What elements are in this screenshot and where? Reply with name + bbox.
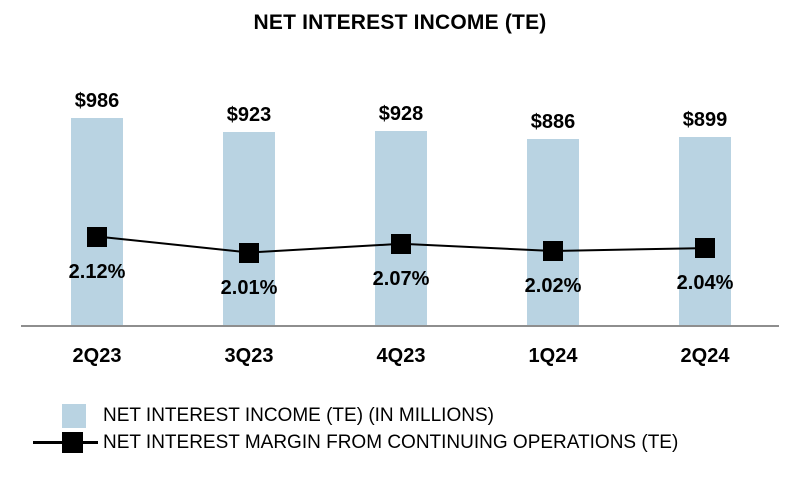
bar-value-label: $899 [682,108,728,131]
bar-value-label: $928 [378,102,424,125]
bar-value-label: $923 [226,103,272,126]
margin-value-label: 2.02% [524,275,582,298]
bar-value-label: $986 [74,90,120,113]
line-marker [543,241,563,262]
x-axis-label-2q24: 2Q24 [680,345,730,367]
bar-value-label: $886 [530,111,576,134]
legend-bar-swatch-icon [33,404,103,428]
margin-value-label: 2.04% [676,272,734,295]
x-axis-line [21,325,779,327]
square-marker-icon [62,432,83,453]
legend-label-bar-series: NET INTEREST INCOME (TE) (IN MILLIONS) [103,405,494,426]
x-axis-label-1q24: 1Q24 [528,345,578,367]
margin-value-label: 2.12% [68,260,126,283]
bar-swatch-icon [62,404,86,428]
legend-label-line-series: NET INTEREST MARGIN FROM CONTINUING OPER… [103,432,679,453]
margin-value-label: 2.07% [372,267,430,290]
line-marker [695,238,715,259]
chart-title: NET INTEREST INCOME (TE) [253,11,547,34]
line-marker [239,242,259,263]
margin-value-label: 2.01% [220,276,278,299]
bar-1q24 [527,139,579,326]
legend-item-net-interest-income: NET INTEREST INCOME (TE) (IN MILLIONS) [33,404,494,428]
x-axis-label-2q23: 2Q23 [72,345,122,367]
legend-line-marker-icon [33,431,103,455]
bar-4q23 [375,130,427,326]
bar-2q24 [679,136,731,326]
bar-2q23 [71,118,123,326]
bar-3q23 [223,131,275,326]
line-marker [391,233,411,254]
legend-item-net-interest-margin: NET INTEREST MARGIN FROM CONTINUING OPER… [33,431,678,455]
x-axis-label-4q23: 4Q23 [376,345,426,367]
line-marker [87,226,107,247]
x-axis-label-3q23: 3Q23 [224,345,274,367]
